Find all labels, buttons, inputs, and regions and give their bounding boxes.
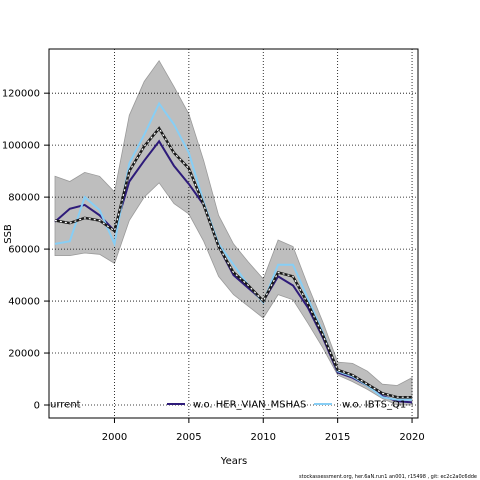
x-tick-label: 2010 (251, 432, 276, 443)
axis-ticks-layer: 2000 2005 2010 2015 2020 0 20000 40000 60000 8000… (2, 89, 425, 443)
plot-frame (48, 48, 419, 419)
y-tick-label: 80000 (8, 193, 40, 204)
legend-label-w-o-her-vian-mshas: w.o. HER_VIAN_MSHAS (193, 400, 306, 411)
y-tick-label: 120000 (2, 89, 40, 100)
y-tick-label: 60000 (8, 245, 40, 256)
x-tick-label: 2005 (176, 432, 201, 443)
series-line-baseline-dash (54, 127, 412, 398)
legend: urrent w.o. HER_VIAN_MSHAS w.o. IBTS_Q1 (50, 400, 406, 411)
footer-credit: stockassessment.org, her.6aN.run1 an001,… (299, 474, 477, 480)
y-tick-label: 0 (34, 401, 40, 412)
legend-label-w-o-ibts-q1: w.o. IBTS_Q1 (342, 400, 406, 411)
y-tick-label: 40000 (8, 297, 40, 308)
x-tick-label: 2015 (325, 432, 350, 443)
x-tick-label: 2000 (102, 432, 127, 443)
x-axis-title: Years (220, 456, 247, 467)
y-axis-title: SSB (3, 224, 14, 244)
x-tick-label: 2020 (399, 432, 424, 443)
y-tick-label: 20000 (8, 349, 40, 360)
series-lines-layer (54, 101, 413, 404)
legend-label-urrent: urrent (50, 400, 81, 411)
y-tick-label: 100000 (2, 141, 40, 152)
